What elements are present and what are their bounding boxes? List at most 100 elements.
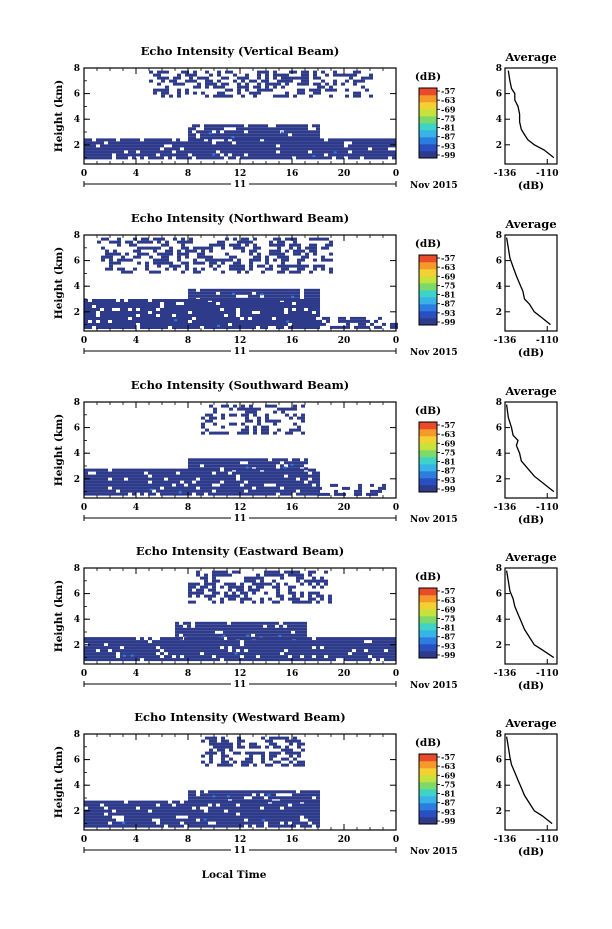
echo-cell bbox=[200, 649, 204, 653]
echo-cell bbox=[140, 141, 144, 145]
echo-cell bbox=[173, 237, 177, 241]
echo-cell bbox=[340, 150, 344, 154]
echo-cell bbox=[360, 649, 364, 653]
echo-cell bbox=[368, 150, 372, 154]
echo-cell bbox=[232, 818, 236, 822]
echo-cell bbox=[220, 597, 224, 601]
echo-cell bbox=[188, 824, 192, 828]
echo-cell bbox=[104, 818, 108, 822]
echo-cell bbox=[244, 594, 248, 598]
echo-cell bbox=[96, 489, 100, 493]
echo-cell bbox=[272, 579, 276, 583]
echo-cell bbox=[304, 320, 308, 323]
echo-cell bbox=[300, 474, 304, 478]
echo-cell bbox=[252, 464, 256, 468]
echo-cell bbox=[304, 141, 308, 145]
echo-cell bbox=[116, 809, 120, 813]
average-xlabel: (dB) bbox=[518, 680, 544, 692]
echo-cell bbox=[148, 144, 152, 148]
echo-cell bbox=[117, 267, 121, 271]
echo-cell bbox=[128, 323, 132, 326]
echo-cell bbox=[212, 288, 216, 292]
echo-cell bbox=[200, 483, 204, 487]
echo-cell bbox=[252, 153, 256, 157]
echo-cell bbox=[288, 573, 292, 577]
echo-cell bbox=[248, 141, 252, 145]
echo-cell bbox=[164, 815, 168, 819]
echo-cell bbox=[251, 624, 255, 628]
echo-cell bbox=[96, 138, 100, 142]
echo-cell bbox=[192, 471, 196, 475]
echo-cell bbox=[301, 82, 305, 86]
echo-cell bbox=[348, 156, 352, 160]
echo-cell bbox=[212, 658, 216, 662]
echo-cell bbox=[328, 147, 332, 151]
echo-cell bbox=[185, 249, 189, 253]
echo-cell bbox=[284, 815, 288, 819]
echo-cell bbox=[168, 477, 172, 481]
echo-cell bbox=[245, 237, 249, 241]
echo-cell bbox=[180, 144, 184, 148]
echo-cell bbox=[300, 806, 304, 810]
echo-cell bbox=[300, 793, 304, 797]
echo-cell bbox=[244, 799, 248, 803]
echo-cell bbox=[220, 585, 224, 589]
echo-cell bbox=[124, 302, 128, 305]
echo-cell bbox=[100, 153, 104, 157]
echo-cell bbox=[280, 297, 284, 301]
echo-cell bbox=[348, 649, 352, 653]
echo-cell bbox=[292, 311, 296, 314]
echo-cell bbox=[141, 240, 145, 244]
echo-cell bbox=[104, 480, 108, 484]
echo-cell bbox=[264, 474, 268, 478]
average-y-tick-label: 6 bbox=[496, 590, 502, 600]
echo-cell bbox=[224, 311, 228, 314]
echo-cell bbox=[236, 133, 240, 137]
echo-cell bbox=[201, 431, 205, 435]
echo-cell bbox=[100, 480, 104, 484]
echo-cell bbox=[288, 291, 292, 295]
echo-cell bbox=[330, 483, 334, 487]
echo-cell bbox=[229, 763, 233, 767]
echo-cell bbox=[148, 477, 152, 481]
echo-cell bbox=[164, 486, 168, 490]
echo-cell bbox=[208, 136, 212, 140]
echo-cell bbox=[228, 640, 232, 644]
echo-cell bbox=[180, 474, 184, 478]
echo-cell bbox=[156, 474, 160, 478]
echo-cell bbox=[204, 156, 208, 160]
echo-cell bbox=[100, 643, 104, 647]
echo-cell bbox=[299, 630, 303, 634]
echo-cell bbox=[144, 480, 148, 484]
echo-cell bbox=[232, 153, 236, 157]
echo-cell bbox=[92, 153, 96, 157]
echo-cell bbox=[124, 141, 128, 145]
echo-cell bbox=[220, 314, 224, 317]
echo-cell bbox=[269, 742, 273, 746]
echo-cell bbox=[228, 147, 232, 151]
echo-cell bbox=[324, 156, 328, 160]
echo-cell bbox=[108, 640, 112, 644]
echo-cell bbox=[213, 267, 217, 271]
echo-cell bbox=[192, 640, 196, 644]
echo-cell bbox=[372, 655, 376, 659]
echo-cell bbox=[209, 757, 213, 761]
echo-cell bbox=[208, 582, 212, 586]
echo-cell bbox=[180, 311, 184, 314]
echo-cell bbox=[261, 757, 265, 761]
echo-cell bbox=[96, 800, 100, 804]
echo-cell bbox=[260, 127, 264, 131]
echo-cell bbox=[192, 812, 196, 816]
echo-cell bbox=[240, 150, 244, 154]
echo-cell bbox=[140, 815, 144, 819]
echo-cell bbox=[245, 751, 249, 755]
echo-cell bbox=[172, 320, 176, 323]
echo-cell bbox=[132, 492, 136, 496]
echo-cell bbox=[283, 630, 287, 634]
echo-cell bbox=[388, 150, 392, 154]
echo-cell bbox=[144, 147, 148, 151]
average-xlabel: (dB) bbox=[518, 846, 544, 858]
echo-cell bbox=[153, 237, 157, 241]
echo-cell bbox=[216, 812, 220, 816]
